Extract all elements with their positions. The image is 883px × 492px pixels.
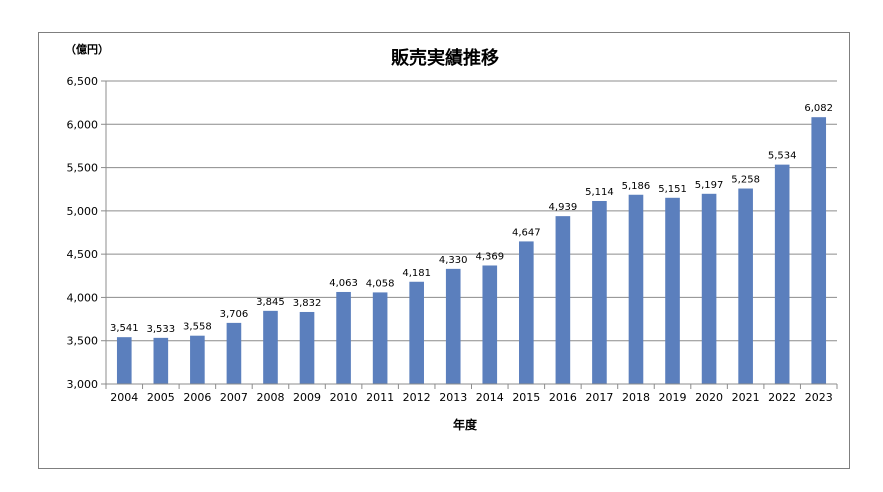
- bar-2018: [628, 194, 644, 384]
- y-tick-label: 3,000: [67, 378, 99, 391]
- data-label-2014: 4,369: [475, 251, 504, 262]
- x-tick-label-2020: 2020: [695, 391, 723, 404]
- data-label-2017: 5,114: [585, 187, 614, 198]
- x-tick-label-2006: 2006: [183, 391, 211, 404]
- bar-2012: [409, 281, 424, 384]
- data-label-2022: 5,534: [768, 151, 797, 162]
- bar-2008: [263, 310, 278, 384]
- bars: [116, 117, 827, 384]
- x-axis-ticks: 2004 2005 2006 2007 2008 2009 2010 2011 2012 2013…: [105, 384, 838, 404]
- bar-2021: [738, 188, 753, 384]
- data-label-2007: 3,706: [220, 309, 249, 320]
- x-tick-label-2004: 2004: [110, 391, 138, 404]
- bar-2004: [116, 337, 132, 384]
- gridlines: [106, 80, 837, 385]
- bar-2019: [665, 197, 680, 384]
- x-tick-label-2009: 2009: [293, 391, 321, 404]
- x-tick-label-2018: 2018: [622, 391, 650, 404]
- x-tick-label-2019: 2019: [659, 391, 687, 404]
- bar-2016: [555, 216, 571, 384]
- bar-2014: [482, 265, 498, 384]
- bar-chart: （億円） 販売実績推移 3,000 3,500 4,000 4,500 5,000 5,5…: [65, 42, 838, 432]
- chart-frame: （億円） 販売実績推移 3,000 3,500 4,000 4,500 5,000 5,5…: [38, 32, 850, 469]
- data-label-2023: 6,082: [804, 103, 833, 114]
- x-tick-label-2022: 2022: [768, 391, 796, 404]
- chart-title: 販売実績推移: [391, 47, 499, 69]
- bar-2009: [299, 311, 315, 384]
- x-tick-label-2016: 2016: [549, 391, 577, 404]
- x-tick-label-2005: 2005: [147, 391, 175, 404]
- x-tick-label-2017: 2017: [585, 391, 613, 404]
- x-tick-label-2021: 2021: [732, 391, 760, 404]
- data-label-2006: 3,558: [183, 322, 212, 333]
- data-label-2016: 4,939: [549, 202, 578, 213]
- y-tick-label: 6,500: [67, 75, 99, 88]
- x-tick-label-2013: 2013: [439, 391, 467, 404]
- data-labels: 3,541 3,533 3,558 3,706 3,845 3,832 4,063 4,058…: [110, 103, 833, 335]
- x-tick-label-2023: 2023: [805, 391, 833, 404]
- x-tick-label-2012: 2012: [403, 391, 431, 404]
- y-tick-label: 4,500: [67, 248, 99, 261]
- data-label-2004: 3,541: [110, 323, 139, 334]
- y-axis-ticks: 3,000 3,500 4,000 4,500 5,000 5,500 6,000 6,500: [67, 75, 106, 391]
- bar-2006: [190, 335, 205, 384]
- x-tick-label-2007: 2007: [220, 391, 248, 404]
- data-label-2013: 4,330: [439, 255, 468, 266]
- data-label-2008: 3,845: [256, 297, 285, 308]
- x-tick-label-2011: 2011: [366, 391, 394, 404]
- unit-label: （億円）: [65, 42, 109, 56]
- bar-2013: [445, 268, 461, 384]
- bar-2020: [701, 193, 717, 384]
- x-tick-label-2010: 2010: [330, 391, 358, 404]
- y-tick-label: 3,500: [67, 335, 99, 348]
- data-label-2019: 5,151: [658, 184, 687, 195]
- data-label-2010: 4,063: [329, 278, 358, 289]
- bar-2007: [226, 322, 242, 384]
- x-tick-label-2008: 2008: [256, 391, 284, 404]
- bar-2015: [519, 241, 534, 384]
- y-tick-label: 4,000: [67, 291, 99, 304]
- data-label-2009: 3,832: [293, 298, 322, 309]
- y-tick-label: 5,500: [67, 162, 99, 175]
- bar-2011: [372, 292, 388, 384]
- bar-2022: [774, 164, 790, 384]
- bar-2017: [592, 200, 607, 384]
- data-label-2005: 3,533: [147, 324, 176, 335]
- data-label-2011: 4,058: [366, 278, 395, 289]
- x-tick-label-2014: 2014: [476, 391, 504, 404]
- data-label-2020: 5,197: [695, 180, 724, 191]
- y-tick-label: 6,000: [67, 118, 99, 131]
- bar-2023: [811, 117, 827, 384]
- x-axis-title: 年度: [453, 417, 478, 432]
- data-label-2015: 4,647: [512, 227, 541, 238]
- data-label-2012: 4,181: [402, 268, 431, 279]
- data-label-2021: 5,258: [731, 175, 760, 186]
- bar-2005: [153, 337, 169, 384]
- x-tick-label-2015: 2015: [512, 391, 540, 404]
- data-label-2018: 5,186: [622, 181, 651, 192]
- y-tick-label: 5,000: [67, 205, 99, 218]
- bar-2010: [336, 291, 351, 384]
